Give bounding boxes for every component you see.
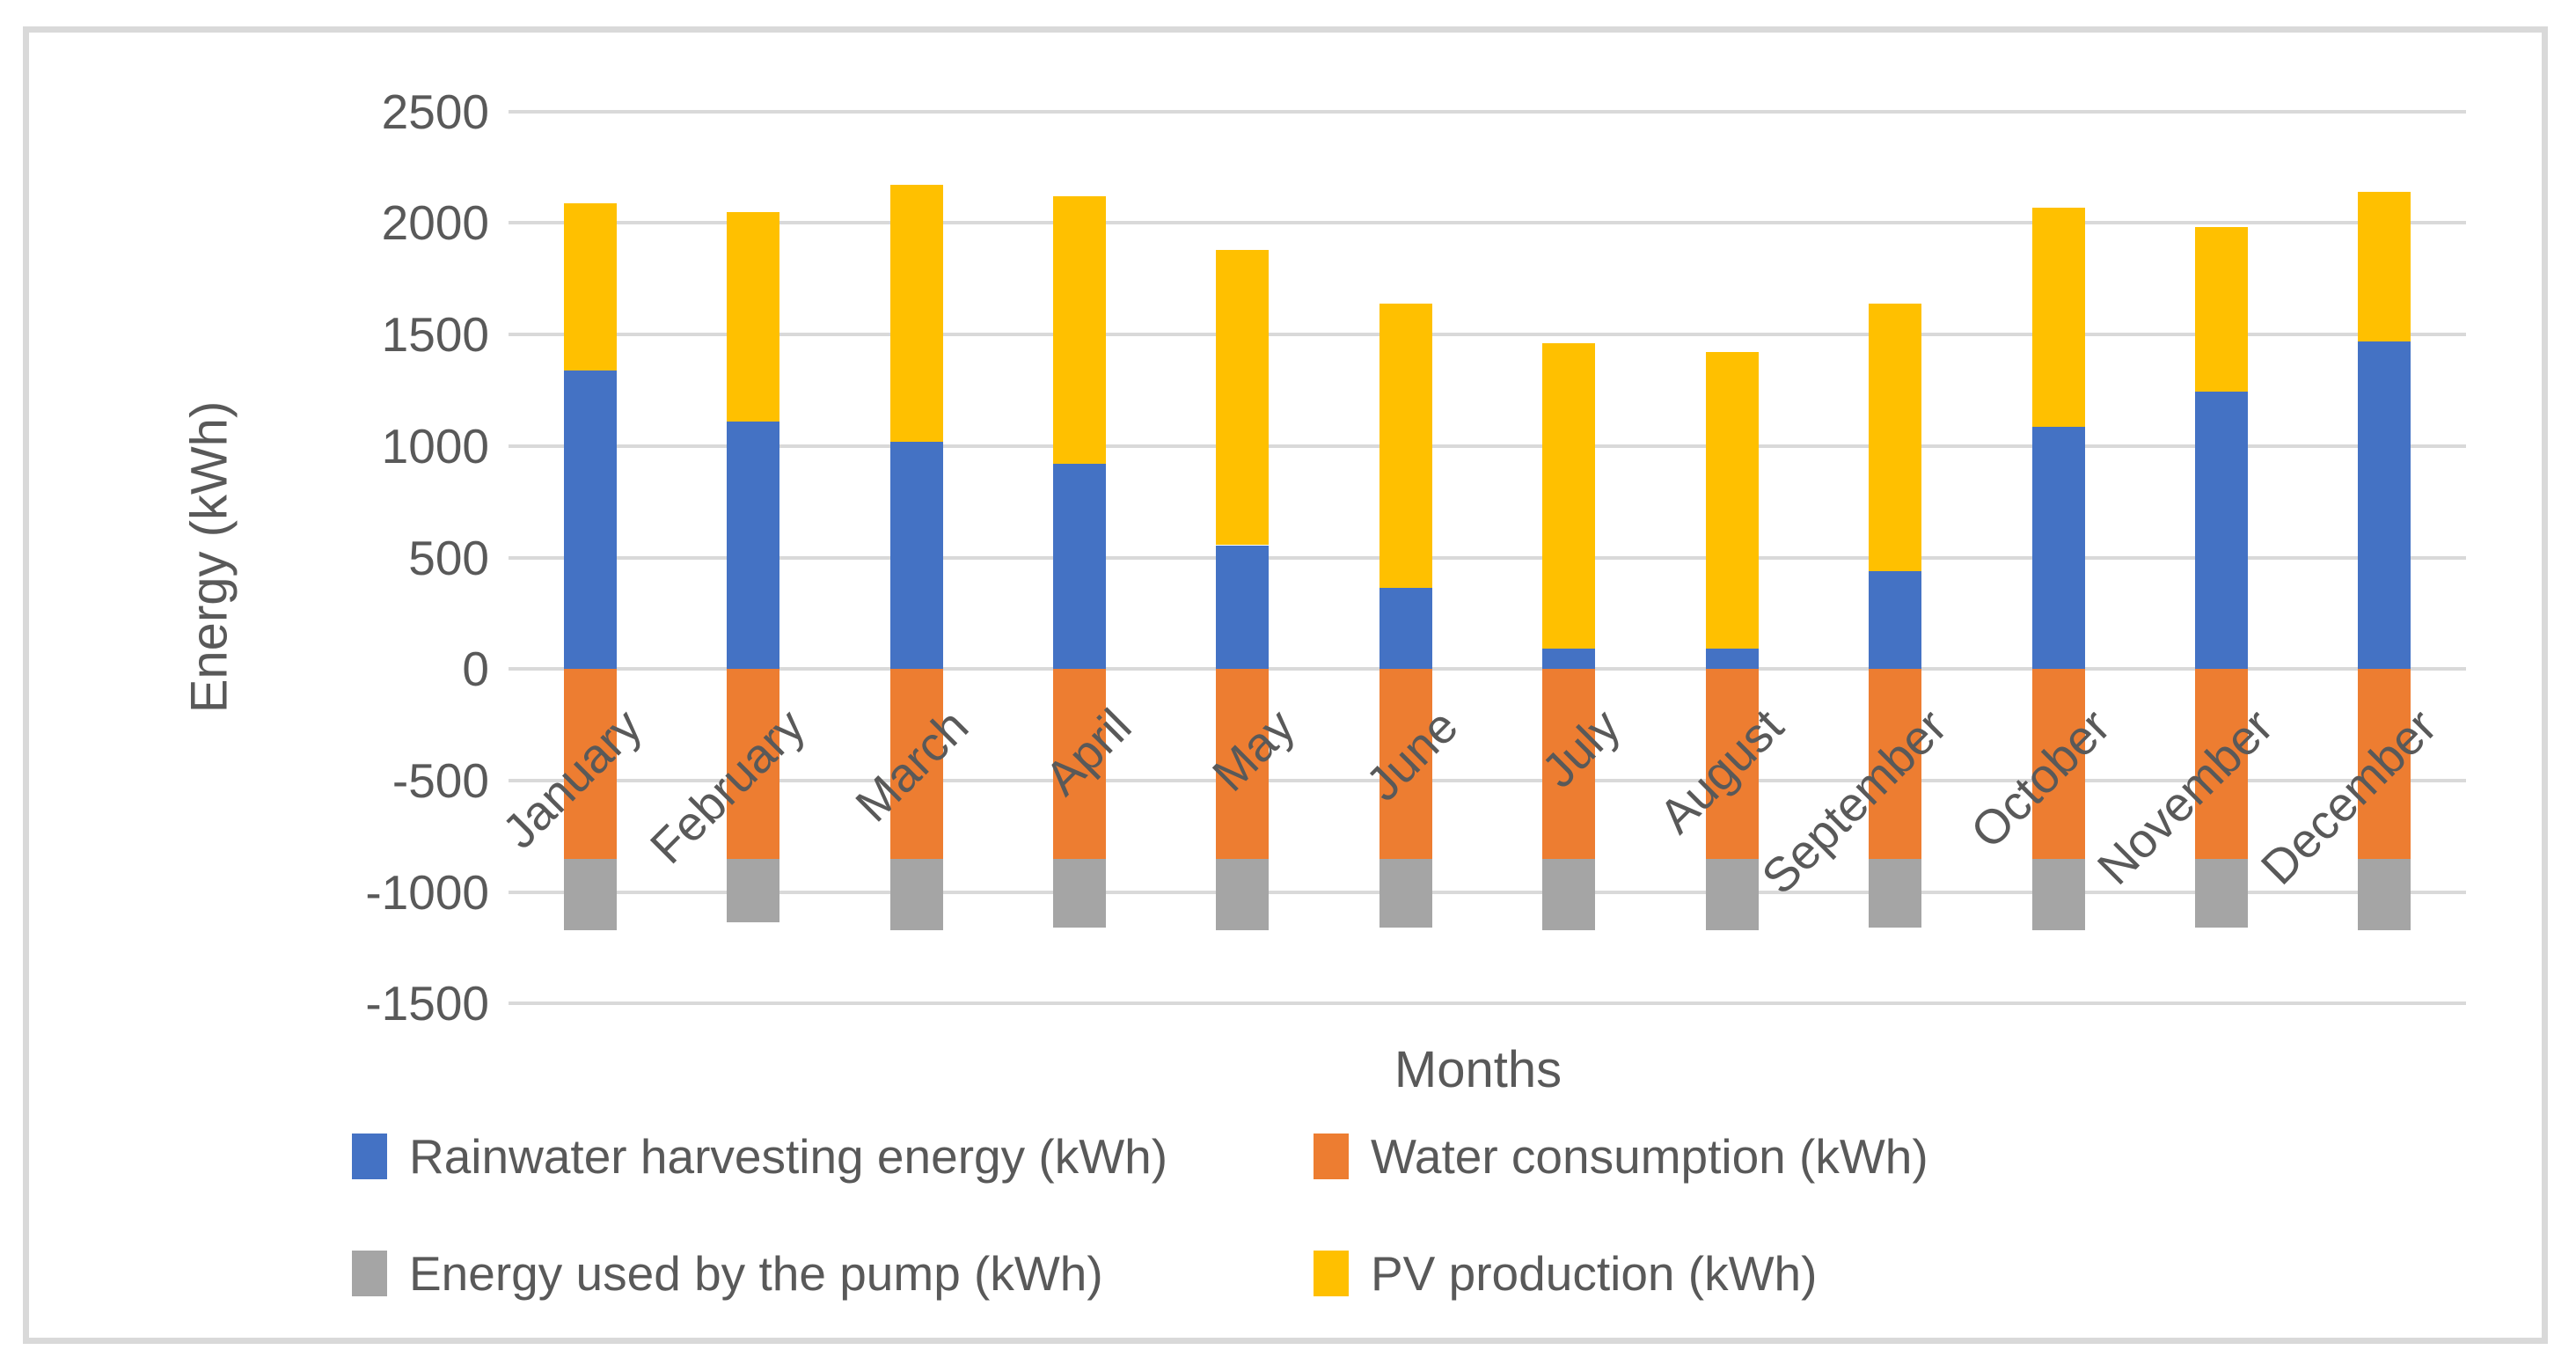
bar-segment <box>1705 669 1759 859</box>
bar-segment <box>1216 249 1270 546</box>
legend-item: Rainwater harvesting energy (kWh) <box>352 1128 1167 1185</box>
gridline <box>509 333 2466 337</box>
bar-segment <box>2358 341 2411 670</box>
bar-segment <box>2194 858 2248 928</box>
gridline <box>509 444 2466 448</box>
gridline <box>509 667 2466 671</box>
y-tick-label: 500 <box>408 530 489 585</box>
bar-segment <box>1379 669 1432 859</box>
bar-segment <box>1216 669 1270 859</box>
bar-segment <box>2358 191 2411 341</box>
gridline <box>509 221 2466 225</box>
x-axis-title: Months <box>1394 1041 1562 1098</box>
gridline <box>509 555 2466 560</box>
legend-label: Energy used by the pump (kWh) <box>409 1246 1103 1301</box>
legend-key-icon <box>352 1134 387 1179</box>
bar-segment <box>1379 858 1432 928</box>
bar-segment <box>563 669 617 859</box>
bar-segment <box>1379 303 1432 588</box>
legend-key-icon <box>1314 1251 1349 1296</box>
bar-segment <box>1542 858 1596 930</box>
bar-segment <box>1542 669 1596 859</box>
bar-segment <box>2194 227 2248 392</box>
legend-item: PV production (kWh) <box>1314 1245 1817 1302</box>
legend-label: Water consumption (kWh) <box>1371 1129 1928 1184</box>
gridline <box>509 890 2466 894</box>
bar-segment <box>2358 669 2411 859</box>
bar-segment <box>1053 858 1106 928</box>
bar-segment <box>563 202 617 371</box>
y-tick-label: -1000 <box>365 864 489 920</box>
y-tick-label: -500 <box>392 753 489 808</box>
bar-segment <box>727 669 780 859</box>
bar-segment <box>563 370 617 670</box>
y-axis-title: Energy (kWh) <box>180 400 238 714</box>
y-tick-label: 1500 <box>381 307 489 363</box>
bar-segment <box>2194 391 2248 670</box>
legend-label: Rainwater harvesting energy (kWh) <box>409 1129 1168 1184</box>
bar-segment <box>1542 649 1596 670</box>
bar-segment <box>889 185 943 442</box>
bar-segment <box>1216 545 1270 670</box>
bar-segment <box>2358 858 2411 930</box>
bar-segment <box>1705 352 1759 649</box>
bar-segment <box>563 858 617 930</box>
bar-segment <box>1869 570 1921 670</box>
legend-label: PV production (kWh) <box>1371 1246 1818 1301</box>
bar-segment <box>889 669 943 859</box>
bar-segment <box>1869 669 1921 859</box>
y-tick-label: 2000 <box>381 195 489 251</box>
legend-item: Water consumption (kWh) <box>1314 1128 1928 1185</box>
bar-segment <box>2031 669 2085 859</box>
bar-segment <box>2031 427 2085 670</box>
bar-segment <box>1379 587 1432 670</box>
bar-segment <box>1705 858 1759 930</box>
y-tick-label: 0 <box>462 642 489 697</box>
bar-segment <box>2031 207 2085 428</box>
bar-segment <box>727 211 780 422</box>
bar-segment <box>2194 669 2248 859</box>
bar-segment <box>889 858 943 930</box>
legend-key-icon <box>1314 1134 1349 1179</box>
figure-border <box>23 26 2548 1344</box>
bar-segment <box>1216 858 1270 930</box>
bar-segment <box>1542 343 1596 649</box>
legend-key-icon <box>352 1251 387 1296</box>
gridline <box>509 779 2466 782</box>
gridline <box>509 1001 2466 1006</box>
bar-segment <box>727 858 780 922</box>
bar-segment <box>2031 858 2085 930</box>
y-tick-label: 2500 <box>381 84 489 139</box>
bar-segment <box>1053 669 1106 859</box>
bar-segment <box>889 441 943 670</box>
bar-segment <box>1053 195 1106 464</box>
bar-segment <box>1869 303 1921 571</box>
bar-segment <box>727 421 780 670</box>
y-tick-label: -1500 <box>365 976 489 1031</box>
gridline <box>509 109 2466 114</box>
legend-item: Energy used by the pump (kWh) <box>352 1245 1103 1302</box>
bar-segment <box>1053 464 1106 670</box>
bar-segment <box>1869 858 1921 928</box>
bar-segment <box>1705 649 1759 670</box>
y-tick-label: 1000 <box>381 418 489 473</box>
